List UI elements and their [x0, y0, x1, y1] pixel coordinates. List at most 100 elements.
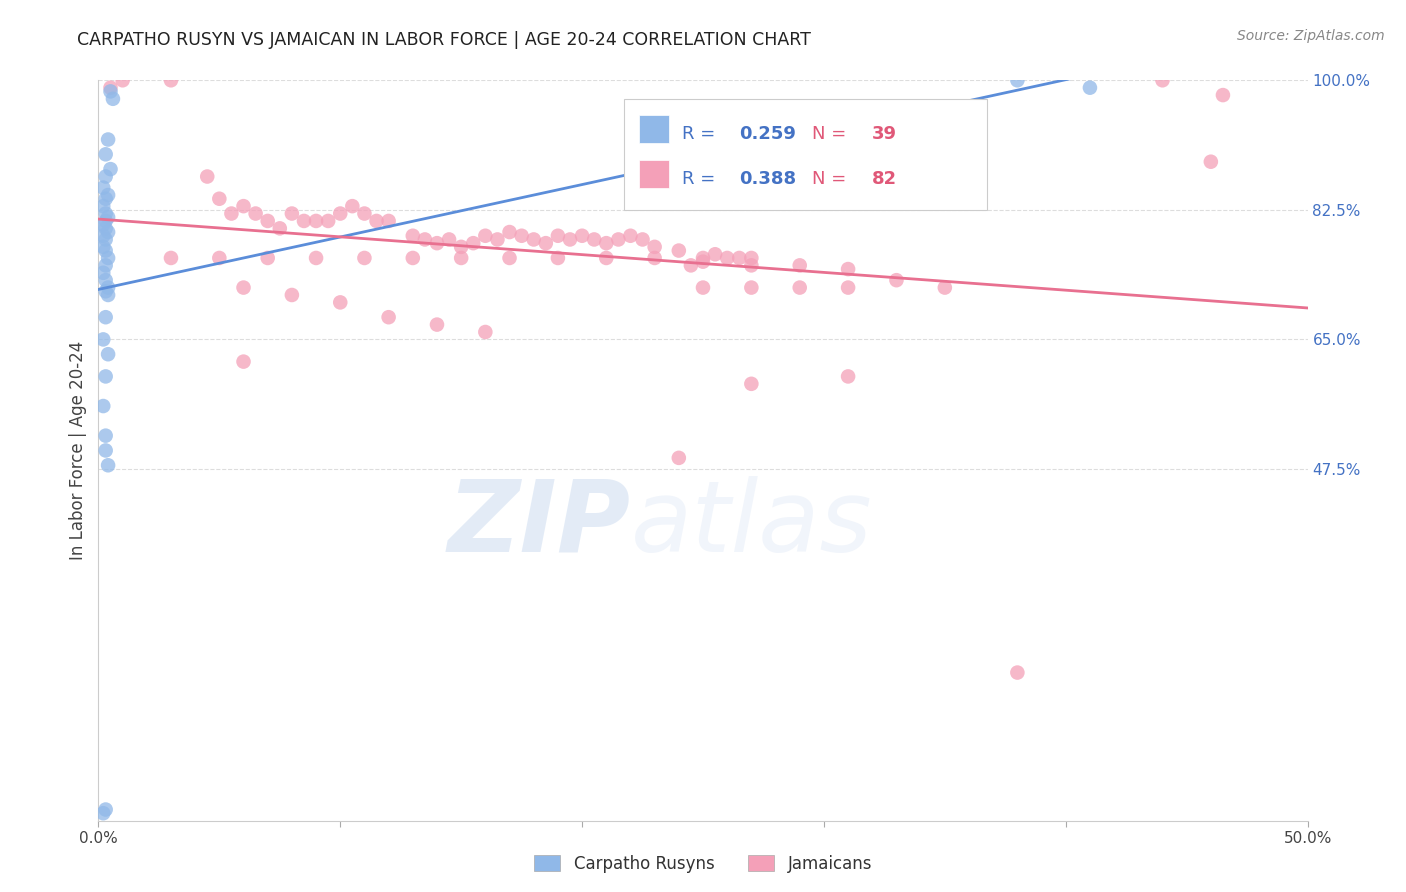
Text: 0.388: 0.388: [740, 169, 796, 187]
Point: [644, 251, 666, 265]
Point: [329, 206, 352, 220]
Point: [692, 254, 714, 268]
FancyBboxPatch shape: [638, 160, 669, 187]
Point: [523, 232, 546, 246]
Text: R =: R =: [682, 125, 721, 143]
Text: Source: ZipAtlas.com: Source: ZipAtlas.com: [1237, 29, 1385, 43]
Text: ZIP: ZIP: [447, 476, 630, 573]
Point: [607, 232, 630, 246]
Point: [195, 169, 218, 184]
Text: 82: 82: [872, 169, 897, 187]
Point: [498, 225, 520, 239]
Point: [510, 228, 533, 243]
Point: [94, 443, 117, 458]
Point: [450, 251, 472, 265]
Point: [94, 147, 117, 161]
Point: [221, 206, 243, 220]
Point: [837, 369, 859, 384]
Text: 39: 39: [872, 125, 897, 143]
Point: [281, 206, 304, 220]
Point: [94, 221, 117, 235]
Legend: Carpatho Rusyns, Jamaicans: Carpatho Rusyns, Jamaicans: [527, 848, 879, 880]
Point: [450, 240, 472, 254]
Point: [377, 214, 399, 228]
Point: [644, 240, 666, 254]
Point: [91, 240, 114, 254]
Point: [256, 251, 278, 265]
Point: [94, 214, 117, 228]
Point: [486, 232, 509, 246]
Point: [329, 295, 352, 310]
FancyBboxPatch shape: [624, 99, 987, 210]
Point: [100, 162, 122, 177]
Point: [558, 232, 581, 246]
Point: [91, 180, 114, 194]
Point: [91, 228, 114, 243]
Point: [1007, 73, 1029, 87]
Point: [94, 428, 117, 442]
Point: [97, 458, 120, 473]
Point: [1007, 665, 1029, 680]
Point: [94, 169, 117, 184]
Point: [583, 232, 606, 246]
Point: [97, 288, 120, 302]
Point: [789, 259, 811, 273]
Point: [97, 188, 120, 202]
Point: [595, 251, 617, 265]
Point: [305, 214, 328, 228]
Y-axis label: In Labor Force | Age 20-24: In Labor Force | Age 20-24: [69, 341, 87, 560]
FancyBboxPatch shape: [638, 115, 669, 144]
Point: [402, 228, 425, 243]
Point: [97, 225, 120, 239]
Point: [366, 214, 388, 228]
Point: [547, 228, 569, 243]
Text: R =: R =: [682, 169, 721, 187]
Point: [94, 273, 117, 287]
Point: [100, 84, 122, 98]
Point: [94, 285, 117, 299]
Point: [498, 251, 520, 265]
Point: [837, 280, 859, 294]
Point: [668, 450, 690, 465]
Point: [1212, 88, 1234, 103]
Point: [1078, 80, 1101, 95]
Point: [97, 132, 120, 146]
Point: [316, 214, 339, 228]
Point: [571, 228, 593, 243]
Point: [886, 273, 908, 287]
Point: [94, 244, 117, 258]
Point: [740, 376, 762, 391]
Point: [474, 325, 496, 339]
Point: [413, 232, 436, 246]
Point: [97, 251, 120, 265]
Point: [91, 332, 114, 346]
Point: [245, 206, 267, 220]
Point: [353, 251, 375, 265]
Point: [97, 347, 120, 361]
Point: [547, 251, 569, 265]
Point: [94, 192, 117, 206]
Point: [256, 214, 278, 228]
Point: [94, 310, 117, 325]
Point: [740, 251, 762, 265]
Point: [281, 288, 304, 302]
Point: [101, 92, 124, 106]
Point: [111, 73, 134, 87]
Point: [91, 399, 114, 413]
Point: [377, 310, 399, 325]
Point: [208, 192, 231, 206]
Point: [704, 247, 727, 261]
Point: [631, 232, 654, 246]
Point: [353, 206, 375, 220]
Point: [94, 369, 117, 384]
Point: [740, 259, 762, 273]
Point: [160, 251, 183, 265]
Point: [789, 280, 811, 294]
Point: [94, 803, 117, 817]
Point: [94, 232, 117, 246]
Point: [208, 251, 231, 265]
Point: [1199, 154, 1222, 169]
Point: [91, 806, 114, 821]
Point: [100, 80, 122, 95]
Point: [97, 280, 120, 294]
